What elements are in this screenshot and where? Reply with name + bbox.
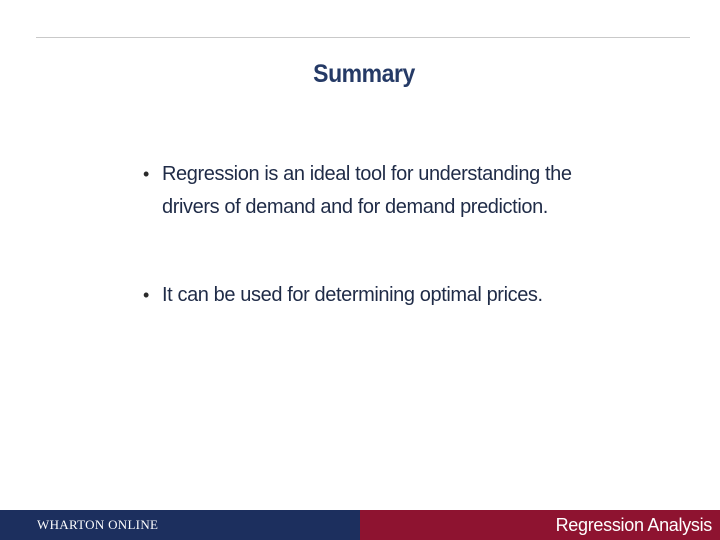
bullet-text-1: Regression is an ideal tool for understa…	[162, 163, 572, 218]
footer-bar: WHARTON ONLINE Regression Analysis	[0, 510, 720, 540]
bullet-item-2: • It can be used for determining optimal…	[143, 279, 573, 312]
bullet-icon: •	[143, 164, 149, 184]
slide-title: Summary	[313, 60, 415, 88]
bullet-list: • Regression is an ideal tool for unders…	[143, 158, 573, 312]
bullet-icon: •	[143, 285, 149, 305]
footer-course-title: Regression Analysis	[555, 514, 713, 535]
top-divider	[36, 37, 690, 38]
footer-right-panel: Regression Analysis	[360, 510, 720, 540]
footer-brand: WHARTON ONLINE	[37, 517, 159, 532]
bullet-item-1: • Regression is an ideal tool for unders…	[143, 158, 573, 224]
bullet-text-2: It can be used for determining optimal p…	[162, 284, 543, 306]
footer-left-panel: WHARTON ONLINE	[0, 510, 360, 540]
